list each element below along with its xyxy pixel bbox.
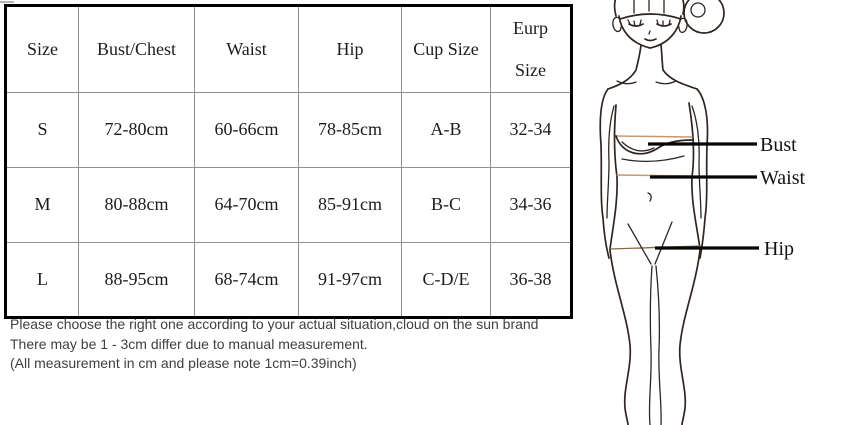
measurement-notes: Please choose the right one according to… xyxy=(10,315,538,374)
size-chart-table: Size Bust/Chest Waist Hip Cup Size Eurp … xyxy=(4,4,573,319)
bust-band-line xyxy=(615,135,693,138)
hip-label: Hip xyxy=(764,238,794,260)
col-header-bust-chest: Bust/Chest xyxy=(78,5,195,93)
table-cell: 68-74cm xyxy=(194,241,299,318)
measurement-labels: Bust Waist Hip xyxy=(760,134,805,260)
table-cell: B-C xyxy=(401,166,491,243)
left-collarbone xyxy=(616,80,637,85)
col-header-waist: Waist xyxy=(194,5,299,93)
bikini-line-left xyxy=(627,223,652,265)
pointer-lines xyxy=(648,142,759,250)
right-neck-shoulder xyxy=(660,44,698,90)
right-leg-outer xyxy=(678,249,701,425)
col-header-hip: Hip xyxy=(298,5,402,93)
table-cell: 91-97cm xyxy=(298,241,402,318)
mouth xyxy=(644,38,657,42)
navel xyxy=(647,192,652,202)
size-cell: M xyxy=(5,166,79,243)
left-arm-inner xyxy=(606,105,615,219)
table-cell: 72-80cm xyxy=(78,91,195,168)
right-eyelashes xyxy=(656,19,671,27)
table-cell: 88-95cm xyxy=(78,241,195,318)
table-cell: 34-36 xyxy=(490,166,572,243)
legs xyxy=(609,249,701,425)
bikini-line-right xyxy=(654,221,673,265)
head-sketch xyxy=(612,0,688,49)
torso-left-side xyxy=(609,104,618,250)
right-collarbone xyxy=(655,80,677,85)
note-line-3: (All measurement in cm and please note 1… xyxy=(10,355,357,371)
bust-label: Bust xyxy=(760,134,797,156)
left-arm-outer xyxy=(599,88,610,259)
face-outline xyxy=(618,15,682,49)
right-ear xyxy=(678,17,688,34)
left-neck-shoulder xyxy=(607,44,642,90)
body-measurement-illustration: Bust Waist Hip xyxy=(599,0,805,425)
right-leg-inner xyxy=(655,265,662,425)
note-line-1: Please choose the right one according to… xyxy=(10,316,539,332)
table-cell: C-D/E xyxy=(401,241,491,318)
left-closed-eye xyxy=(628,23,644,27)
table-cell: 64-70cm xyxy=(194,166,299,243)
table-row-l: L 88-95cm 68-74cm 91-97cm C-D/E 36-38 xyxy=(5,241,572,318)
left-eyelashes xyxy=(627,19,642,27)
corner-artifact xyxy=(0,1,14,3)
torso xyxy=(609,102,701,265)
bun-inner xyxy=(690,2,706,18)
note-line-2: There may be 1 - 3cm differ due to manua… xyxy=(10,335,368,352)
table-cell: 32-34 xyxy=(490,91,572,168)
eurp-size-wrapped-text: Eurp Size xyxy=(513,18,548,81)
bun-outer xyxy=(683,0,725,34)
nose xyxy=(648,30,651,35)
table-cell: 60-66cm xyxy=(194,91,299,168)
waist-label: Waist xyxy=(760,167,805,189)
left-ear xyxy=(612,16,622,33)
arms xyxy=(599,88,709,259)
right-arm-outer xyxy=(696,88,709,259)
size-cell: S xyxy=(5,91,79,168)
left-leg-inner xyxy=(648,265,653,425)
left-leg-outer xyxy=(609,249,632,425)
underband-line xyxy=(621,155,685,163)
table-cell: 85-91cm xyxy=(298,166,402,243)
col-header-cup-size: Cup Size xyxy=(401,5,491,93)
table-cell: 36-38 xyxy=(490,241,572,318)
left-cup-arc xyxy=(621,141,655,152)
right-arm-inner xyxy=(691,105,702,219)
table-cell: 78-85cm xyxy=(298,91,402,168)
table-row-s: S 72-80cm 60-66cm 78-85cm A-B 32-34 xyxy=(5,91,572,168)
size-cell: L xyxy=(5,241,79,318)
col-header-eurp-size: Eurp Size xyxy=(490,5,572,93)
col-header-size: Size xyxy=(5,5,79,93)
table-cell: 80-88cm xyxy=(78,166,195,243)
table-cell: A-B xyxy=(401,91,491,168)
table-row-m: M 80-88cm 64-70cm 85-91cm B-C 34-36 xyxy=(5,166,572,243)
bust-curve xyxy=(615,135,693,155)
hairline xyxy=(619,13,682,20)
neck-shoulders xyxy=(607,44,698,90)
hair-bun xyxy=(683,0,725,34)
table-header-row: Size Bust/Chest Waist Hip Cup Size Eurp … xyxy=(5,5,572,93)
